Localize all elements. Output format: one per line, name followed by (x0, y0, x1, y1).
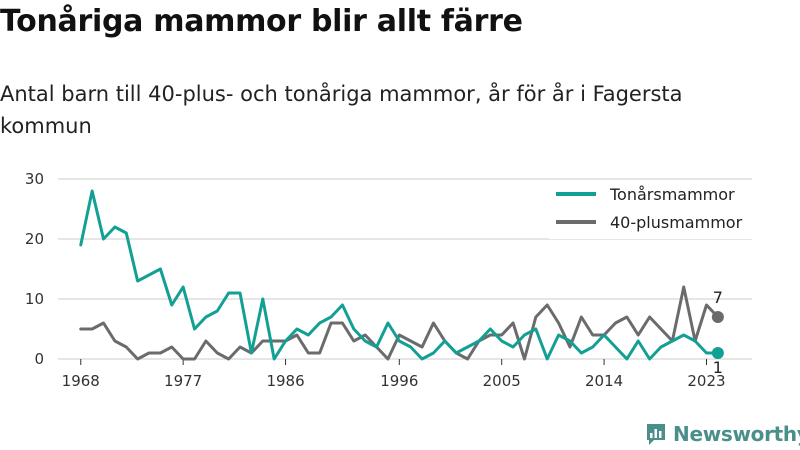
end-label-tonarsmammor: 1 (713, 358, 723, 377)
x-tick-label: 1977 (164, 372, 202, 390)
x-tick-label: 1968 (62, 372, 100, 390)
end-point-tonarsmammor (711, 347, 724, 359)
y-tick-label: 20 (25, 230, 44, 248)
legend-box (549, 181, 761, 239)
series-line-tonarsmammor (79, 189, 720, 361)
chart-title: Tonåriga mammor blir allt färre (0, 4, 523, 39)
series-line-40-plusmammor (79, 285, 720, 361)
legend-label-tonarsmammor: Tonårsmammor (609, 185, 735, 204)
end-point-40-plusmammor (711, 311, 724, 323)
brand-logo: Newsworthy (645, 420, 800, 448)
y-tick-label: 10 (25, 290, 44, 308)
x-tick-label: 1996 (380, 372, 418, 390)
y-tick-label: 0 (34, 350, 44, 368)
x-tick-label: 1986 (266, 372, 304, 390)
x-tick-label: 2014 (585, 372, 623, 390)
end-label-40-plusmammor: 7 (713, 288, 723, 307)
chart-subtitle: Antal barn till 40-plus- och tonåriga ma… (0, 82, 683, 138)
legend-label-40-plusmammor: 40-plusmammor (610, 213, 743, 232)
newsworthy-logo-icon (647, 424, 665, 445)
y-tick-label: 30 (25, 170, 44, 188)
brand-name: Newsworthy (673, 422, 800, 446)
x-tick-label: 2023 (687, 372, 725, 390)
x-tick-label: 2005 (483, 372, 521, 390)
